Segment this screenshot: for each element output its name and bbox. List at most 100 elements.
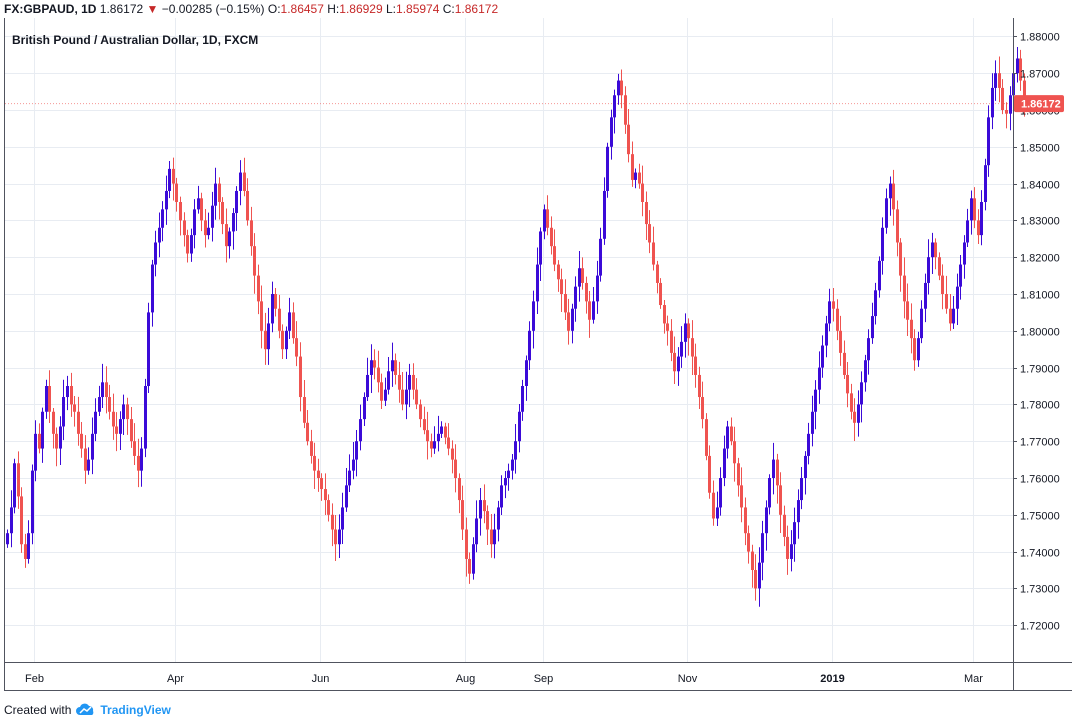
candle-body <box>384 389 387 401</box>
open-value: 1.86457 <box>280 2 324 16</box>
candle-body <box>694 356 697 375</box>
candle-body <box>843 352 846 375</box>
candle-body <box>52 411 55 434</box>
candle-body <box>412 374 415 390</box>
candle-body <box>306 422 309 442</box>
close-label: C: <box>442 2 455 16</box>
candle-body <box>84 448 87 471</box>
candle-body <box>987 117 990 166</box>
candle-body <box>253 246 256 276</box>
candle-body <box>821 345 824 368</box>
candle-body <box>719 478 722 508</box>
candle-body <box>183 220 186 236</box>
candlestick-chart[interactable]: 1.72000 1.73000 1.74000 1.75000 1.76000 1.770… <box>0 0 1072 700</box>
candle-body <box>800 478 803 501</box>
candle-body <box>740 485 743 508</box>
candle-body <box>839 330 842 353</box>
candle-body <box>726 426 729 449</box>
candle-body <box>578 268 581 287</box>
candle-body <box>638 172 641 184</box>
candle-body <box>373 360 376 368</box>
candle-body <box>525 360 528 386</box>
last-price-tag: 1.86172 <box>1014 95 1064 113</box>
x-axis-ticks[interactable]: Feb Apr Jun Aug Sep Nov 2019 Mar <box>25 673 983 685</box>
y-axis-ticks[interactable]: 1.72000 1.73000 1.74000 1.75000 1.76000 1.770… <box>1013 32 1060 633</box>
candle-body <box>546 209 549 228</box>
candle-body <box>483 500 486 512</box>
candle-body <box>6 533 9 545</box>
candle-body <box>977 220 980 236</box>
candle-body <box>910 319 913 339</box>
tradingview-brand[interactable]: TradingView <box>100 703 171 717</box>
candle-body <box>345 485 348 508</box>
last-price-tag-label: 1.86172 <box>1021 99 1061 111</box>
y-tick-label: 1.82000 <box>1020 253 1060 265</box>
candle-body <box>645 202 648 225</box>
candle-body <box>228 231 231 247</box>
y-tick-label: 1.85000 <box>1020 143 1060 155</box>
candle-body <box>193 209 196 236</box>
candle-body <box>419 404 422 420</box>
created-with-text: Created with <box>4 703 72 717</box>
candle-body <box>956 286 959 309</box>
candle-body <box>80 433 83 449</box>
candle-body <box>984 165 987 202</box>
candle-body <box>267 323 270 350</box>
candle-body <box>415 389 418 405</box>
candle-body <box>648 224 651 243</box>
candle-body <box>592 301 595 320</box>
candle-body <box>857 404 860 423</box>
candle-body <box>278 308 281 331</box>
candle-body <box>864 360 867 383</box>
candle-body <box>733 441 736 464</box>
candle-body <box>331 514 334 530</box>
candle-body <box>179 202 182 221</box>
candle-body <box>458 478 461 501</box>
candle-body <box>761 533 764 563</box>
candle-body <box>1023 80 1026 103</box>
candle-body <box>292 312 295 339</box>
candle-body <box>334 529 337 545</box>
candle-body <box>557 264 560 280</box>
candle-body <box>811 411 814 434</box>
tradingview-link[interactable]: TradingView <box>75 700 171 720</box>
y-tick-label: 1.72000 <box>1020 621 1060 633</box>
candle-body <box>991 87 994 118</box>
candle-body <box>147 312 150 386</box>
candle-body <box>716 507 719 519</box>
candle-body <box>161 209 164 228</box>
candle-body <box>426 430 429 442</box>
candle-body <box>867 338 870 361</box>
candle-body <box>627 124 630 155</box>
candle-body <box>204 220 207 236</box>
candle-body <box>288 312 291 331</box>
tradingview-cloud-icon <box>76 703 94 715</box>
candle-body <box>405 389 408 405</box>
candle-body <box>250 220 253 247</box>
high-value: 1.86929 <box>339 2 383 16</box>
candle-body <box>108 397 111 412</box>
candle-body <box>154 242 157 265</box>
candle-body <box>17 463 20 497</box>
candle-body <box>87 459 90 471</box>
candle-body <box>119 419 122 434</box>
candle-body <box>758 562 761 589</box>
candle-body <box>468 558 471 574</box>
candle-body <box>599 238 602 276</box>
candle-body <box>377 367 380 383</box>
candle-body <box>387 371 390 390</box>
candle-body <box>151 264 154 313</box>
symbol-name[interactable]: FX:GBPAUD, 1D <box>4 2 97 16</box>
y-tick-label: 1.83000 <box>1020 216 1060 228</box>
candle-body <box>398 374 401 390</box>
candle-body <box>917 338 920 361</box>
candle-body <box>744 507 747 534</box>
candle-body <box>913 338 916 361</box>
candle-body <box>949 308 952 324</box>
candle-body <box>550 227 553 247</box>
candle-body <box>355 441 358 460</box>
candle-body <box>338 529 341 545</box>
candle-body <box>564 294 567 313</box>
candle-body <box>98 397 101 412</box>
candle-body <box>871 316 874 339</box>
